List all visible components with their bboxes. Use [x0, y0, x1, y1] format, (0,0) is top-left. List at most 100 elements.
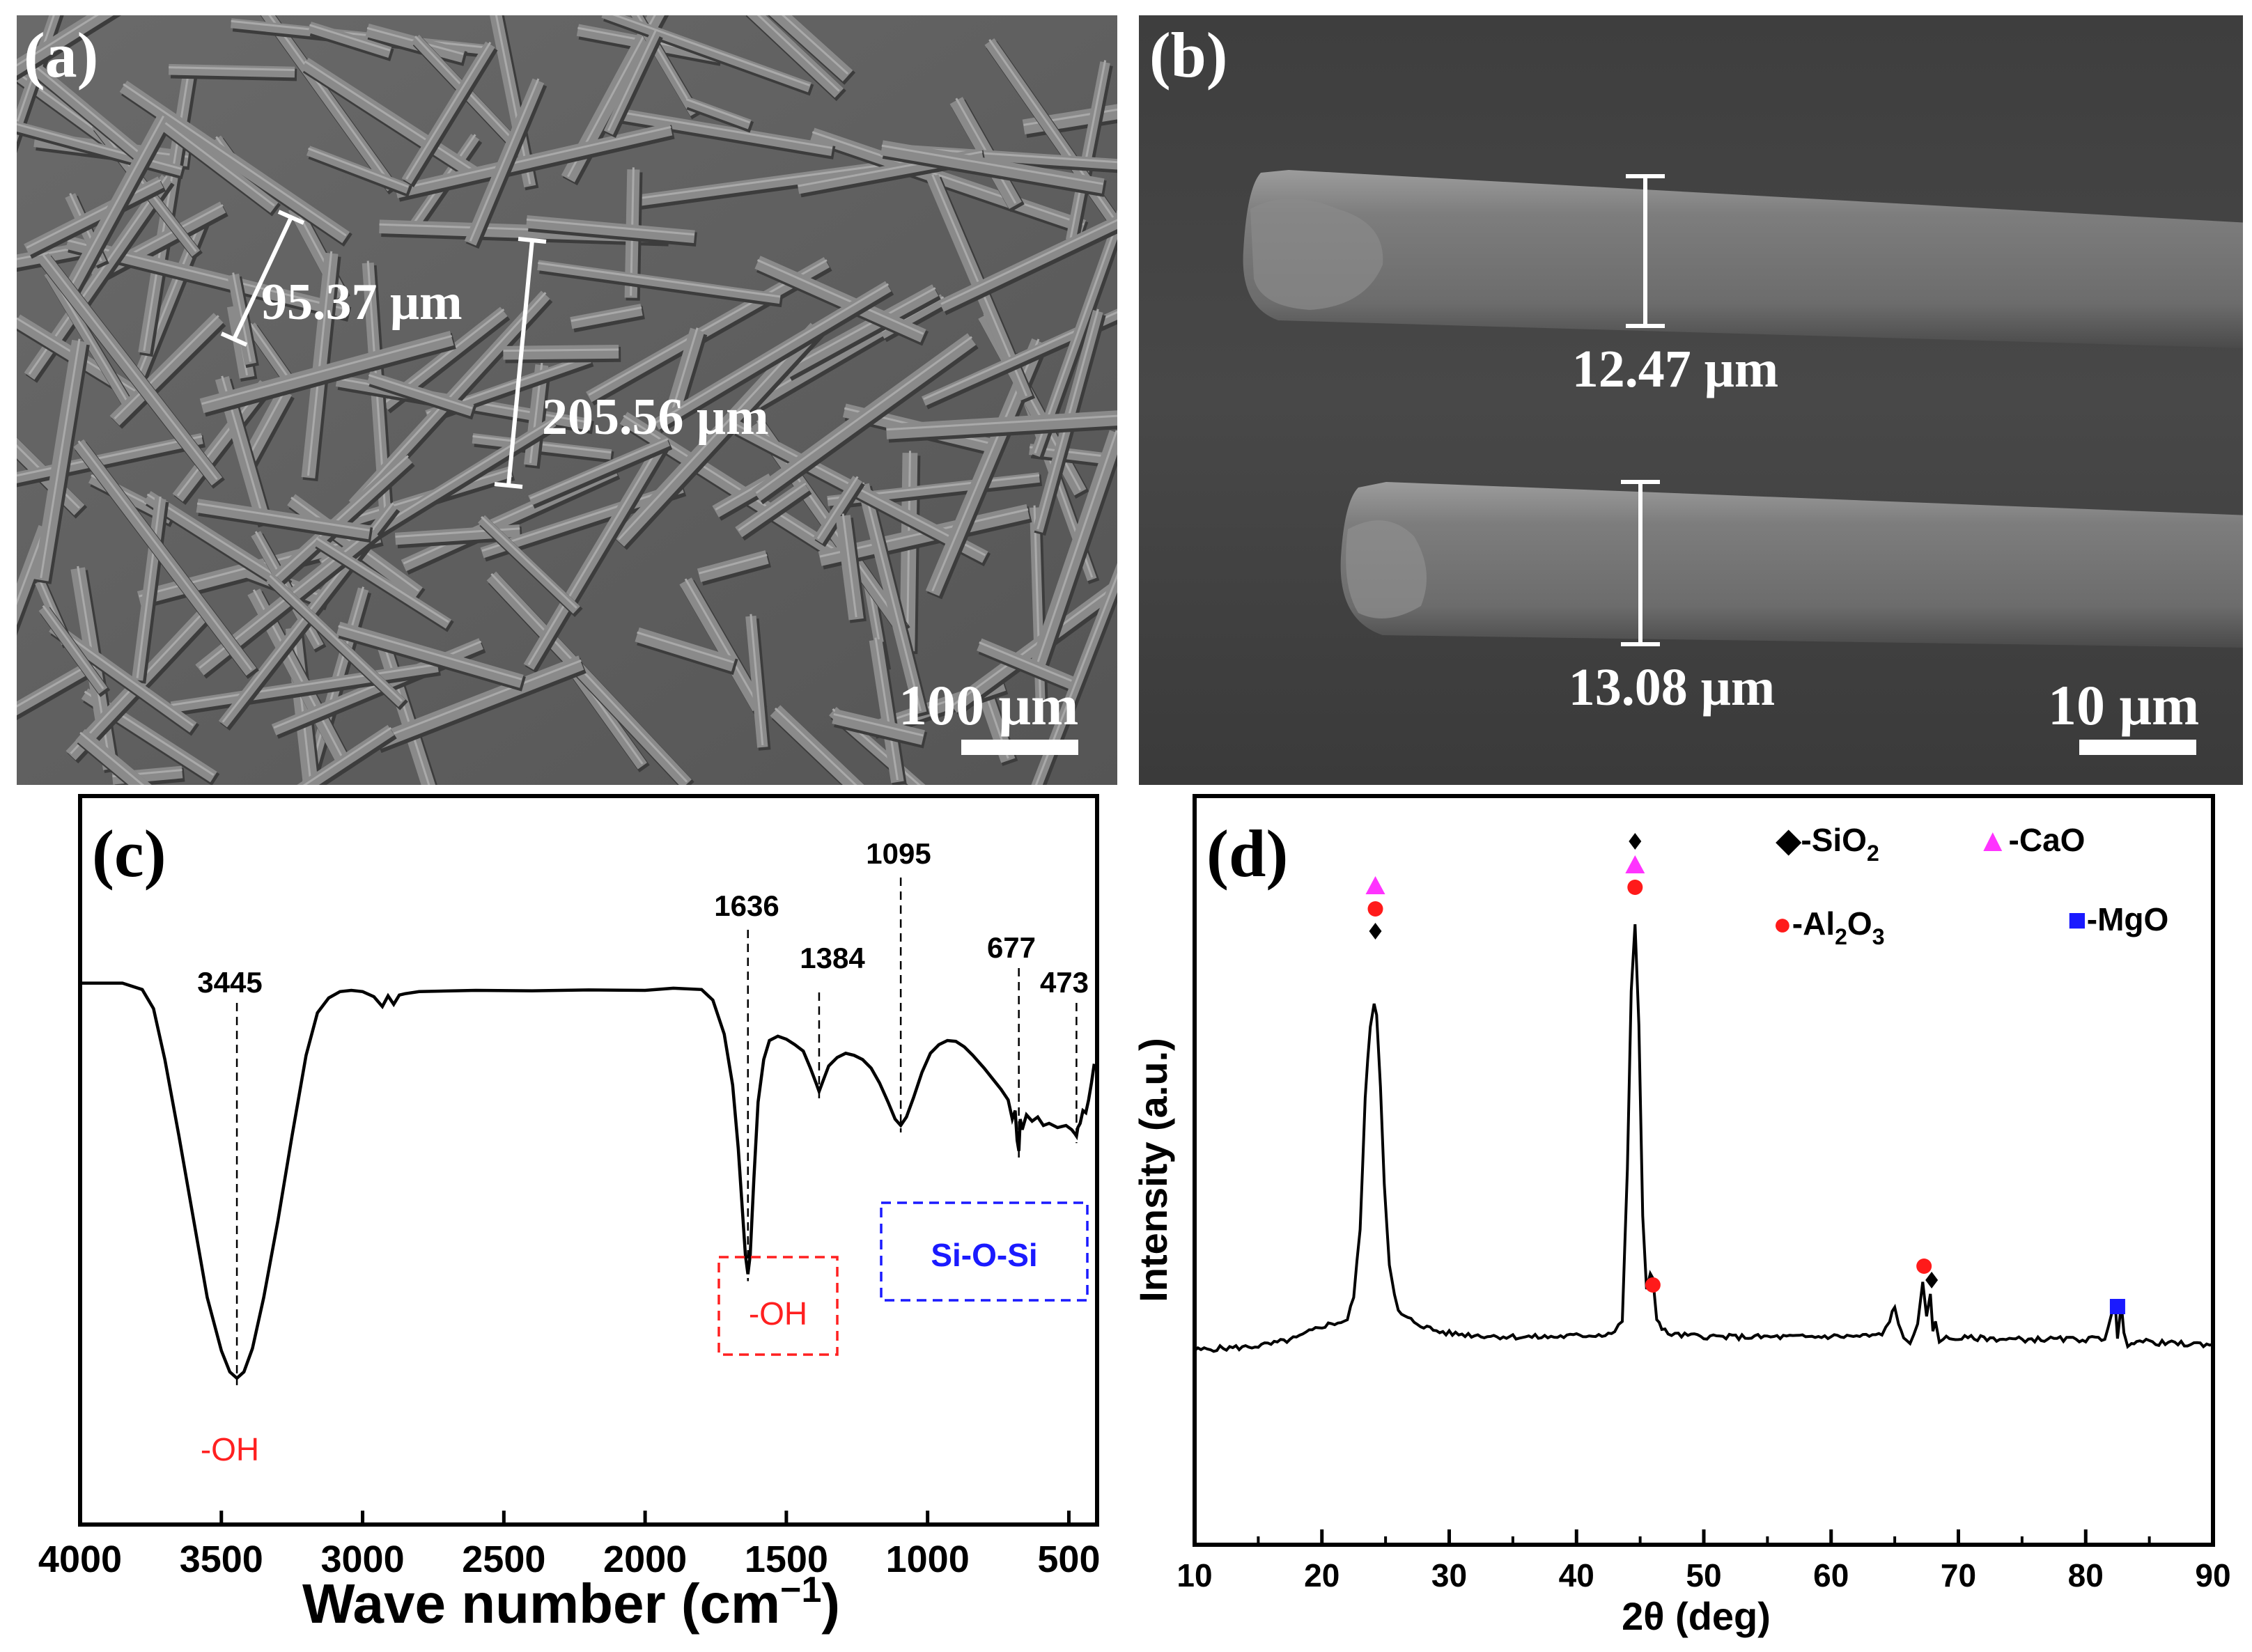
rod	[832, 708, 925, 745]
rod-highlight	[274, 455, 409, 578]
rod	[637, 158, 908, 206]
rod	[752, 333, 977, 501]
rod-highlight	[77, 440, 253, 671]
marker-mgo	[2109, 1299, 2125, 1314]
rod-highlight	[979, 641, 1076, 684]
sem-image-b	[1139, 15, 2243, 785]
xrd-legend: ◆-SiO2 ▲-CaO ●-Al2O3 ■-MgO	[1773, 822, 2168, 949]
rod	[769, 15, 853, 82]
sem-rods-a	[17, 15, 1117, 785]
xrd-x-tick-label: 60	[1813, 1557, 1849, 1593]
rod-highlight	[952, 583, 1117, 706]
rod-highlight	[637, 631, 734, 664]
rod	[615, 107, 834, 156]
rod-highlight	[396, 125, 671, 192]
marker-al2o3	[1627, 880, 1643, 895]
rod-highlight	[881, 144, 1103, 185]
xrd-x-ticks	[1193, 1529, 2215, 1545]
rod-highlight	[42, 254, 218, 481]
xrd-peak-markers	[1365, 833, 2125, 1314]
rod-highlight	[123, 83, 347, 237]
rod-highlight	[469, 78, 540, 242]
rod	[653, 281, 892, 430]
rod-highlight	[304, 60, 476, 173]
rod	[196, 499, 371, 540]
rod-highlight	[17, 15, 55, 127]
rod	[537, 260, 781, 304]
rod-highlight	[164, 122, 275, 207]
rod-highlight	[136, 496, 162, 678]
rod-highlight	[405, 41, 492, 180]
rod-highlight	[655, 283, 890, 424]
xrd-x-tick-label: 10	[1177, 1557, 1212, 1593]
rod	[770, 705, 864, 785]
rod-highlight	[886, 414, 1117, 431]
scale-bar-b	[2079, 740, 2196, 755]
legend-item-sio2: ◆-SiO2	[1776, 822, 1879, 866]
rod-highlight	[862, 482, 922, 712]
ir-peak-label: 1095	[866, 837, 931, 870]
rod	[336, 621, 524, 688]
ir-x-tick-label: 1000	[886, 1538, 970, 1580]
rod-highlight	[940, 219, 1117, 305]
marker-sio2	[1369, 923, 1382, 940]
ir-peak-label: 3445	[197, 966, 262, 999]
rod	[119, 80, 350, 244]
marker-sio2	[1925, 1272, 1939, 1288]
rod	[735, 480, 809, 538]
rod	[747, 15, 844, 98]
rod-highlight	[316, 537, 449, 623]
rod-highlight	[309, 24, 391, 52]
rod	[73, 439, 257, 676]
rod	[266, 574, 406, 708]
marker-cao	[1365, 876, 1385, 894]
rod-highlight	[538, 262, 781, 298]
rod	[308, 22, 392, 58]
legend-item-al2o3: ●-Al2O3	[1773, 905, 1885, 949]
ir-group-label-oh2: -OH	[749, 1295, 807, 1332]
measure-label-a1: 95.37 μm	[261, 274, 463, 331]
ir-plot-frame	[78, 794, 1099, 1527]
rod-highlight	[527, 441, 662, 666]
rod	[246, 322, 293, 383]
rod	[17, 657, 99, 716]
rod-highlight	[26, 179, 162, 249]
xrd-x-tick-label: 50	[1686, 1557, 1721, 1593]
rod	[921, 309, 1117, 406]
rod-highlight	[570, 306, 642, 322]
xrd-x-tick-label: 90	[2195, 1557, 2230, 1593]
ir-series-line	[80, 981, 1096, 1380]
measure-marker-b1	[1626, 174, 1665, 328]
ir-group-label-oh1: -OH	[201, 1431, 259, 1467]
xrd-x-tick-label: 30	[1431, 1557, 1467, 1593]
rod-highlight	[1069, 60, 1107, 239]
rod-highlight	[146, 493, 287, 584]
ir-x-tick-label: 3000	[320, 1538, 404, 1580]
rod	[411, 34, 531, 160]
xrd-plot-frame	[1193, 794, 2215, 1547]
rod	[313, 536, 452, 629]
rod	[754, 256, 926, 343]
ir-peak-guides	[235, 878, 1078, 1385]
rod	[401, 41, 495, 185]
xrd-y-axis-title: Intensity (a.u.)	[1131, 1038, 1175, 1302]
ir-x-tick-label: 3500	[180, 1538, 263, 1580]
rod-highlight	[874, 637, 899, 781]
marker-al2o3	[1645, 1277, 1661, 1293]
rod-highlight	[231, 20, 484, 49]
rod	[478, 515, 580, 614]
rod	[810, 127, 1086, 233]
ir-x-ticks	[78, 1511, 1071, 1525]
rod-highlight	[36, 66, 147, 159]
rod-highlight	[685, 98, 750, 124]
ir-x-tick-label: 2000	[603, 1538, 687, 1580]
rod-highlight	[42, 605, 104, 689]
scale-bar-label-b: 10 μm	[2048, 673, 2199, 737]
fiber-upper	[1243, 170, 2243, 348]
rod-highlight	[638, 160, 908, 200]
rod-highlight	[375, 660, 582, 742]
rod-highlight	[171, 663, 438, 706]
rod	[271, 453, 412, 584]
rod-highlight	[812, 131, 1085, 226]
